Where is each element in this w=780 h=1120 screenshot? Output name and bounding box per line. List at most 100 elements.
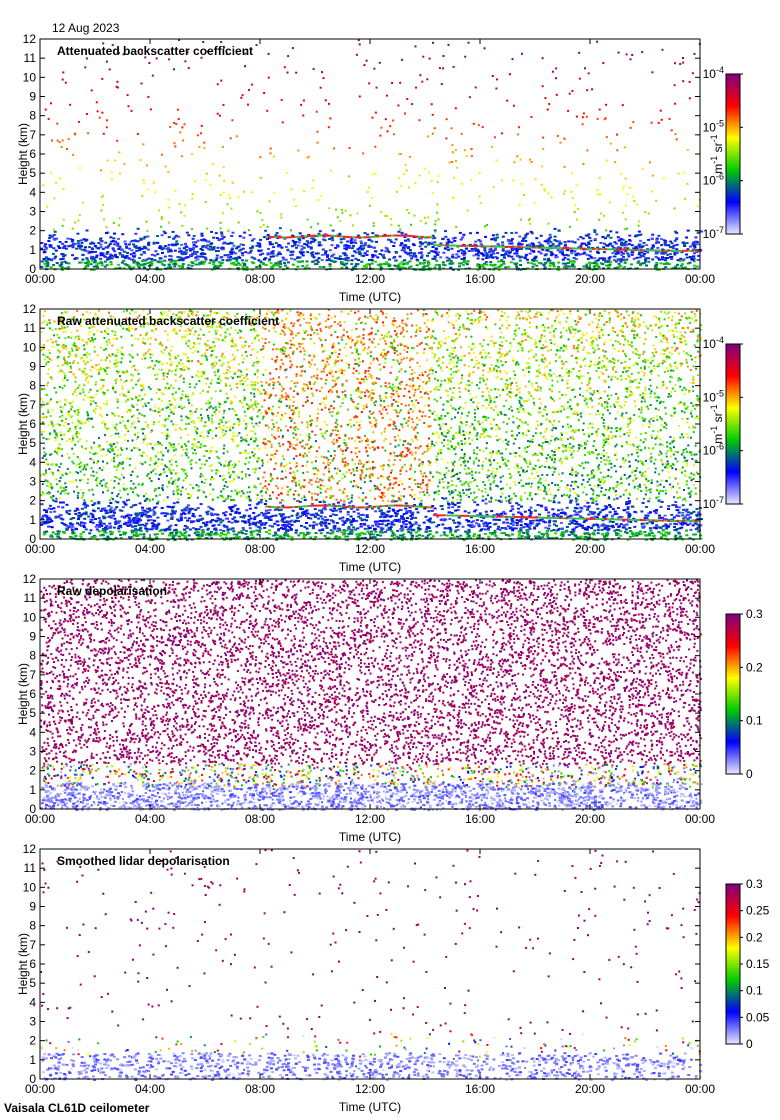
y-tick-label: 4 xyxy=(29,185,36,199)
x-tick-label: 20:00 xyxy=(575,812,605,826)
colorbar-gradient xyxy=(725,883,741,1045)
x-axis-label: Time (UTC) xyxy=(339,830,401,844)
x-tick-label: 12:00 xyxy=(355,272,385,286)
y-tick-label: 12 xyxy=(23,302,37,316)
y-tick-label: 0 xyxy=(29,262,36,276)
y-axis-label: Height (km) xyxy=(16,663,30,725)
panel-title: Attenuated backscatter coefficient xyxy=(57,44,253,58)
y-tick-label: 10 xyxy=(23,70,37,84)
y-tick-label: 11 xyxy=(24,321,37,335)
colorbar-tick-label: 0.1 xyxy=(746,714,763,728)
x-tick-label: 12:00 xyxy=(355,542,385,556)
colorbar-tick-label: 10-4 xyxy=(703,65,724,81)
y-tick-label: 4 xyxy=(29,725,36,739)
y-tick-label: 3 xyxy=(29,1015,36,1029)
colorbar-tick-label: 0.1 xyxy=(746,984,763,998)
x-tick-label: 20:00 xyxy=(575,272,605,286)
x-tick-label: 20:00 xyxy=(575,1082,605,1096)
y-tick-label: 5 xyxy=(29,166,36,180)
x-axis-label: Time (UTC) xyxy=(339,560,401,574)
y-tick-label: 5 xyxy=(29,976,36,990)
colorbar-tick-label: 10-7 xyxy=(703,495,724,511)
y-tick-label: 1 xyxy=(29,243,36,257)
x-tick-label: 00:00 xyxy=(685,272,715,286)
colorbar-tick-label: 0.2 xyxy=(746,660,763,674)
x-tick-label: 04:00 xyxy=(135,542,165,556)
y-tick-label: 11 xyxy=(24,51,37,65)
y-axis-label: Height (km) xyxy=(16,123,30,185)
x-tick-label: 20:00 xyxy=(575,542,605,556)
y-tick-label: 1 xyxy=(29,783,36,797)
y-tick-label: 3 xyxy=(29,205,36,219)
y-tick-label: 7 xyxy=(29,398,36,412)
colorbar-tick-label: 10-5 xyxy=(703,388,724,404)
plot-frame xyxy=(39,848,701,1080)
y-tick-label: 10 xyxy=(23,880,37,894)
colorbar-tick-label: 0.15 xyxy=(746,957,770,971)
y-tick-label: 1 xyxy=(29,1053,36,1067)
y-axis-label: Height (km) xyxy=(16,933,30,995)
x-tick-label: 08:00 xyxy=(245,812,275,826)
y-tick-label: 9 xyxy=(29,630,36,644)
x-axis-label: Time (UTC) xyxy=(339,290,401,304)
colorbar-tick-label: 10-7 xyxy=(703,225,724,241)
y-tick-label: 0 xyxy=(29,532,36,546)
y-tick-label: 2 xyxy=(29,224,36,238)
colorbar-tick-label: 0.25 xyxy=(746,904,770,918)
x-tick-label: 16:00 xyxy=(465,812,495,826)
y-tick-label: 0 xyxy=(29,802,36,816)
colorbar: 10-4 10-5 10-6 10-7 m-1 sr-1 xyxy=(703,335,743,511)
y-tick-label: 4 xyxy=(29,455,36,469)
y-tick-label: 1 xyxy=(29,513,36,527)
y-tick-label: 9 xyxy=(29,360,36,374)
x-tick-label: 16:00 xyxy=(465,272,495,286)
y-tick-label: 7 xyxy=(29,128,36,142)
colorbar-tick-label: 0 xyxy=(746,767,753,781)
y-tick-label: 12 xyxy=(23,842,37,856)
plot-frame xyxy=(39,38,701,270)
x-tick-label: 04:00 xyxy=(135,812,165,826)
x-tick-label: 00:00 xyxy=(685,812,715,826)
colorbar-gradient xyxy=(725,343,741,505)
y-tick-label: 2 xyxy=(29,494,36,508)
y-tick-label: 8 xyxy=(29,649,36,663)
y-tick-label: 6 xyxy=(29,957,36,971)
y-tick-label: 5 xyxy=(29,436,36,450)
x-tick-label: 16:00 xyxy=(465,542,495,556)
colorbar-tick-label: 0.05 xyxy=(746,1010,770,1024)
heatmap-field xyxy=(40,579,703,811)
colorbar-tick-label: 10-4 xyxy=(703,335,724,351)
y-tick-label: 8 xyxy=(29,109,36,123)
y-tick-label: 0 xyxy=(29,1072,36,1086)
x-axis-label: Time (UTC) xyxy=(339,1100,401,1114)
x-tick-label: 00:00 xyxy=(685,542,715,556)
y-tick-label: 11 xyxy=(24,591,37,605)
colorbar-tick-label: 10-6 xyxy=(703,442,724,458)
colorbar-tick-label: 0.3 xyxy=(746,607,763,621)
y-tick-label: 3 xyxy=(29,475,36,489)
y-tick-label: 6 xyxy=(29,147,36,161)
colorbar-gradient xyxy=(725,73,741,235)
x-tick-label: 08:00 xyxy=(245,272,275,286)
colorbar-unit-label: m-1 sr-1 xyxy=(709,134,725,173)
heatmap-field xyxy=(40,39,703,271)
x-tick-label: 00:00 xyxy=(25,1082,55,1096)
x-tick-label: 00:00 xyxy=(25,812,55,826)
panel-title: Raw depolarisation xyxy=(57,584,167,598)
y-tick-label: 9 xyxy=(29,900,36,914)
colorbar-tick-label: 0 xyxy=(746,1037,753,1051)
colorbar-gradient xyxy=(725,613,741,775)
y-tick-label: 8 xyxy=(29,919,36,933)
y-tick-label: 8 xyxy=(29,379,36,393)
colorbar-tick-label: 0.3 xyxy=(746,877,763,891)
y-tick-label: 9 xyxy=(29,90,36,104)
instrument-label: Vaisala CL61D ceilometer xyxy=(4,1101,149,1115)
plot-frame xyxy=(39,308,701,540)
y-tick-label: 2 xyxy=(29,764,36,778)
y-tick-label: 4 xyxy=(29,995,36,1009)
x-tick-label: 00:00 xyxy=(25,542,55,556)
